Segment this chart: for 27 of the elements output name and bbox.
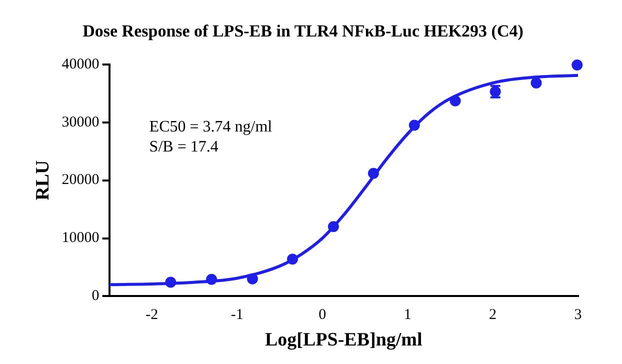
point [287, 254, 298, 265]
x-tick-label: 1 [404, 307, 412, 324]
y-axis-title: RLU [32, 160, 54, 200]
y-tick-label: 30000 [62, 114, 100, 130]
annotation: EC50 = 3.74 ng/ml [149, 118, 273, 136]
x-tick-label: -2 [146, 307, 158, 324]
point [206, 274, 218, 285]
x-axis-title: Log[LPS-EB]ng/ml [264, 330, 422, 351]
point [246, 273, 258, 284]
y-tick-label: 0 [92, 288, 100, 304]
point [328, 221, 339, 232]
point [368, 168, 379, 179]
point [450, 95, 461, 106]
chart-title: Dose Response of LPS-EB in TLR4 NFκB-Luc HEK293 (C4) [82, 22, 524, 41]
y-tick-label: 20000 [62, 172, 100, 188]
annotation: S/B = 17.4 [149, 138, 218, 156]
point [408, 120, 420, 131]
point [165, 276, 176, 288]
point [572, 59, 583, 70]
x-tick-label: 2 [489, 307, 497, 324]
x-tick-label: 3 [574, 307, 582, 324]
x-tick-label: -1 [230, 307, 244, 324]
x-tick-label: 0 [318, 307, 326, 324]
y-tick-label: 10000 [62, 230, 100, 246]
point [530, 77, 542, 88]
line-series [108, 74, 580, 286]
y-tick-label: 40000 [62, 56, 100, 72]
